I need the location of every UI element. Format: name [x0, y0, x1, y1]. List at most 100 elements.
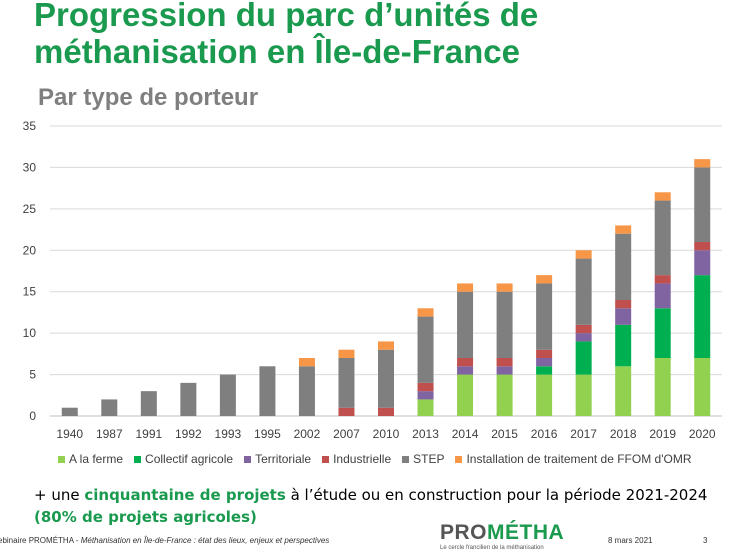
- bar-segment-1987-s4: [101, 399, 118, 416]
- bar-segment-2017-s5: [575, 250, 592, 259]
- bar-segment-2020-s3: [694, 242, 711, 251]
- x-tick-label-2010: 2010: [373, 427, 400, 441]
- legend-label: Industrielle: [333, 452, 392, 466]
- y-tick-label: 15: [23, 285, 37, 299]
- projects-note: + une cinquantaine de projets à l’étude …: [34, 484, 729, 528]
- chart-subtitle: Par type de porteur: [38, 84, 259, 111]
- legend-label: STEP: [413, 452, 445, 466]
- x-tick-label-1992: 1992: [175, 427, 202, 441]
- bar-segment-1940-s4: [61, 407, 78, 416]
- x-tick-label-1993: 1993: [215, 427, 242, 441]
- bar-segment-2019-s5: [654, 192, 671, 201]
- bar-segment-2013-s5: [417, 308, 434, 317]
- bar-segment-2018-s2: [615, 308, 632, 325]
- legend-swatch: [58, 455, 65, 463]
- bar-segment-2017-s0: [575, 374, 592, 416]
- bar-segment-2020-s1: [694, 275, 711, 358]
- bar-segment-2010-s3: [378, 407, 394, 416]
- bar-segment-2016-s0: [536, 374, 553, 416]
- bar-segment-2010-s4: [378, 349, 394, 408]
- x-tick-label-1940: 1940: [56, 427, 83, 441]
- legend-swatch: [134, 455, 142, 463]
- bar-segment-2016-s2: [536, 358, 553, 367]
- stacked-bar-chart: 0 5 10 15 20 25 30 35 1940 1987 1991 1992 1993 1995 20…: [23, 119, 722, 441]
- bar-segment-2002-s5: [298, 358, 315, 367]
- x-tick-label-2017: 2017: [570, 427, 597, 441]
- legend-label: A la ferme: [69, 452, 124, 466]
- x-tick-label-2016: 2016: [531, 427, 558, 441]
- bar-segment-2007-s3: [338, 407, 355, 416]
- x-tick-label-2019: 2019: [649, 427, 676, 441]
- legend-item: A la ferme: [58, 452, 123, 466]
- footer-webinar: ebinaire PROMÉTHA - Méthanisation en Île…: [0, 536, 329, 545]
- bar-segment-2015-s0: [496, 374, 513, 416]
- bar-segment-2007-s5: [338, 349, 355, 358]
- legend-item: Installation de traitement de FFOM d'OMR: [455, 452, 692, 466]
- y-tick-label: 35: [23, 119, 37, 133]
- x-tick-label-2002: 2002: [294, 427, 321, 441]
- x-tick-label-2013: 2013: [412, 427, 439, 441]
- bar-segment-2019-s0: [654, 358, 671, 416]
- note-highlight-agricultural: (80% de projets agricoles): [34, 508, 257, 526]
- bar-segment-2018-s4: [615, 233, 632, 300]
- bar-segment-2015-s3: [496, 358, 513, 367]
- legend-swatch: [244, 455, 252, 463]
- bar-segment-2015-s5: [496, 283, 513, 292]
- x-tick-label-2018: 2018: [610, 427, 637, 441]
- bar-segment-2013-s3: [417, 382, 434, 392]
- footer-italic: Méthanisation en Île-de-France : état de…: [80, 536, 330, 545]
- legend-item: Territoriale: [244, 452, 311, 466]
- logo-wordmark: PROMÉTHA: [440, 521, 564, 544]
- bar-segment-1993-s4: [219, 374, 236, 416]
- bar-segment-2019-s4: [654, 200, 671, 276]
- legend-label: Territoriale: [255, 452, 312, 466]
- legend-item: STEP: [402, 452, 444, 466]
- bar-segment-2019-s1: [654, 308, 671, 358]
- bar-segment-2014-s4: [457, 291, 474, 358]
- bar-segment-2018-s5: [615, 225, 632, 234]
- bar-segment-2014-s5: [457, 283, 474, 292]
- note-middle: à l’étude ou en construction pour la pér…: [285, 486, 708, 504]
- bar-segment-2020-s5: [694, 159, 711, 168]
- bar-segment-2002-s4: [298, 366, 315, 416]
- bar-segment-2013-s2: [417, 391, 434, 400]
- logo-tagline: Le cercle francilien de la méthanisation: [440, 545, 544, 551]
- bar-segment-2017-s1: [575, 341, 592, 375]
- bar-segment-2019-s3: [654, 275, 671, 284]
- logo-part-1: PRO: [440, 521, 488, 544]
- title-line-1: Progression du parc d’unités de: [34, 0, 539, 33]
- legend-swatch: [322, 455, 330, 463]
- bar-segment-2020-s4: [694, 167, 711, 242]
- y-tick-label: 25: [23, 202, 37, 216]
- bar-segment-2019-s2: [654, 283, 671, 309]
- footer-date: 8 mars 2021: [608, 536, 653, 545]
- prometha-logo: PROMÉTHA Le cercle francilien de la méth…: [440, 521, 564, 552]
- y-tick-label: 0: [29, 409, 36, 423]
- x-tick-label-2014: 2014: [452, 427, 479, 441]
- y-tick-label: 20: [23, 243, 37, 257]
- y-tick-label: 30: [23, 160, 37, 174]
- bar-segment-2014-s2: [457, 366, 474, 375]
- bar-segment-2020-s0: [694, 358, 711, 416]
- x-tick-label-2015: 2015: [491, 427, 518, 441]
- bar-segment-2010-s5: [378, 341, 394, 350]
- bar-segment-2013-s4: [417, 316, 434, 383]
- bar-segment-1992-s4: [180, 382, 197, 416]
- bar-segment-2017-s2: [575, 333, 592, 342]
- bar-segment-2007-s4: [338, 358, 355, 408]
- bar-segment-2015-s4: [496, 291, 513, 358]
- bar-segment-2016-s4: [536, 283, 553, 350]
- bar-segment-2017-s3: [575, 324, 592, 334]
- bar-segment-2016-s5: [536, 275, 553, 284]
- logo-part-2: MÉTHA: [487, 521, 565, 544]
- y-tick-label: 5: [29, 368, 36, 382]
- bar-segment-2018-s3: [615, 300, 632, 309]
- footer-prefix: ebinaire PROMÉTHA -: [0, 536, 81, 545]
- x-tick-label-1995: 1995: [254, 427, 281, 441]
- bar-segment-2018-s0: [615, 366, 632, 416]
- chart-legend: A la ferme Collectif agricole Territoriale…: [58, 452, 703, 466]
- legend-item: Collectif agricole: [134, 452, 233, 466]
- legend-swatch: [455, 455, 463, 463]
- bar-segment-2020-s2: [694, 250, 711, 276]
- legend-label: Installation de traitement de FFOM d'OMR: [466, 452, 692, 466]
